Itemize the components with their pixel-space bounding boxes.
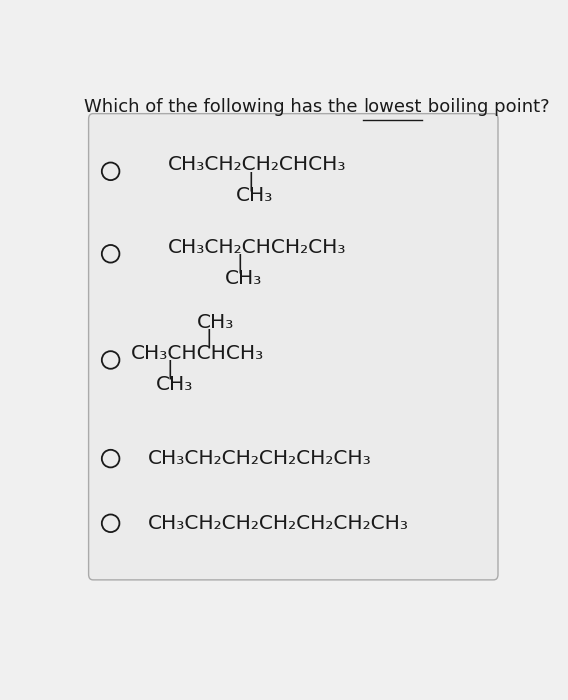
Text: CH₃CH₂CH₂CH₂CH₂CH₃: CH₃CH₂CH₂CH₂CH₂CH₃ xyxy=(148,449,372,468)
Text: CH₃CH₂CH₂CHCH₃: CH₃CH₂CH₂CHCH₃ xyxy=(168,155,346,174)
Text: Which of the following has the: Which of the following has the xyxy=(84,97,364,116)
Text: CH₃: CH₃ xyxy=(236,186,273,205)
Text: CH₃: CH₃ xyxy=(197,313,234,332)
Text: lowest: lowest xyxy=(364,97,422,116)
FancyBboxPatch shape xyxy=(89,113,498,580)
Text: CH₃: CH₃ xyxy=(156,375,193,394)
Text: CH₃CHCHCH₃: CH₃CHCHCH₃ xyxy=(131,344,264,363)
Text: CH₃: CH₃ xyxy=(225,269,262,288)
Text: |: | xyxy=(247,172,254,191)
Text: |: | xyxy=(167,360,174,379)
Text: |: | xyxy=(205,329,212,348)
Text: |: | xyxy=(236,253,243,273)
Text: CH₃CH₂CH₂CH₂CH₂CH₂CH₃: CH₃CH₂CH₂CH₂CH₂CH₂CH₃ xyxy=(148,514,409,533)
Text: CH₃CH₂CHCH₂CH₃: CH₃CH₂CHCH₂CH₃ xyxy=(168,238,346,257)
Text: boiling point?: boiling point? xyxy=(422,97,549,116)
